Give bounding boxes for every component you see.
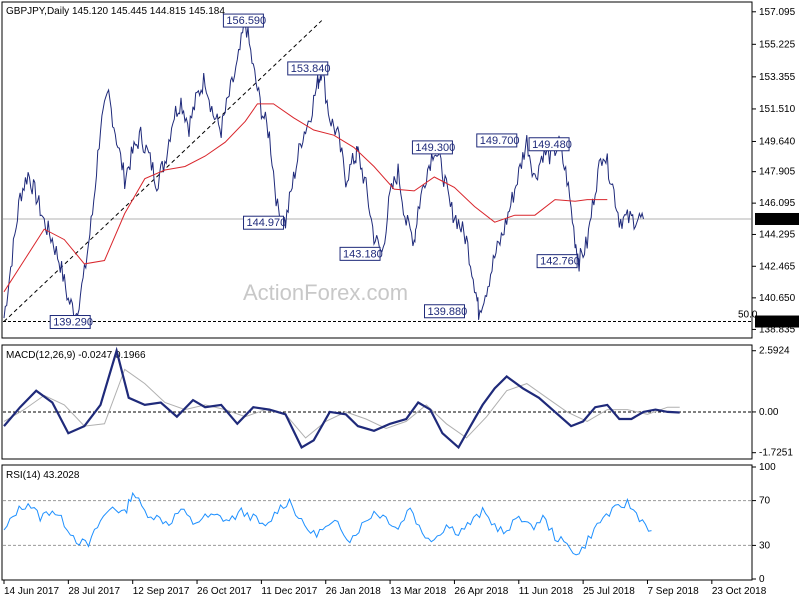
- price-y-tick-label: 151.510: [759, 104, 796, 115]
- support-price-text: 139.290: [759, 318, 796, 329]
- x-tick-label: 28 Jul 2017: [68, 586, 120, 597]
- price-annotation-box: [287, 61, 329, 76]
- price-annotation-box: [411, 140, 453, 155]
- rsi-y-tick-label: 30: [759, 540, 771, 551]
- x-tick-label: 23 Oct 2018: [712, 586, 767, 597]
- price-annotation-box: [528, 137, 570, 152]
- price-layer: 157.095 155.225 153.355 151.510 149.640 147.9…: [3, 7, 799, 335]
- price-annotation-box: [476, 133, 518, 148]
- price-annotation-label: 143.180: [343, 248, 383, 260]
- x-tick-label: 13 Mar 2018: [390, 586, 447, 597]
- x-tick-label: 26 Jan 2018: [326, 586, 381, 597]
- macd-y-tick-label: 2.5924: [759, 346, 790, 357]
- rsi-y-tick-label: 100: [759, 462, 776, 473]
- price-y-tick-label: 157.095: [759, 7, 796, 18]
- rsi-layer: 100 70 30 0: [3, 462, 776, 585]
- price-y-tick-label: 147.905: [759, 167, 796, 178]
- moving-average-line: [3, 103, 608, 293]
- x-tick-label: 26 Oct 2017: [197, 586, 252, 597]
- fib-level-label: 50.0: [738, 310, 758, 321]
- macd-line: [3, 346, 680, 450]
- price-y-tick-label: 149.640: [759, 136, 796, 147]
- price-panel-frame: [1, 1, 753, 339]
- price-y-tick-label: 140.650: [759, 293, 796, 304]
- price-annotation-label: 142.760: [540, 256, 580, 268]
- x-tick-label: 25 Jul 2018: [583, 586, 635, 597]
- rsi-y-tick-label: 70: [759, 496, 771, 507]
- price-annotation-label: 149.480: [532, 139, 572, 151]
- price-annotation-box: [536, 254, 578, 269]
- price-y-tick-label: 146.095: [759, 198, 796, 209]
- x-tick-label: 12 Sep 2017: [133, 586, 190, 597]
- price-annotation-box: [424, 304, 465, 319]
- macd-panel-frame: [1, 344, 753, 460]
- price-y-tick-label: 138.835: [759, 324, 796, 335]
- rsi-y-tick-label: 0: [759, 574, 765, 585]
- price-annotation-box: [49, 315, 91, 330]
- price-annotation-label: 139.290: [53, 317, 93, 329]
- price-annotation-label: 144.970: [247, 217, 287, 229]
- price-annotation-label: 139.880: [428, 306, 468, 318]
- price-annotation-box: [243, 215, 285, 230]
- x-tick-label: 14 Jun 2017: [4, 586, 59, 597]
- price-annotation-box: [339, 246, 381, 261]
- x-tick-label: 11 Jun 2018: [519, 586, 574, 597]
- rsi-line: [3, 491, 652, 556]
- price-annotation-label: 149.700: [480, 135, 520, 147]
- price-annotation-label: 153.840: [291, 63, 331, 75]
- price-annotation-box: [222, 13, 264, 28]
- price-series-line: [3, 20, 644, 320]
- price-title: GBPJPY,Daily 145.120 145.445 144.815 145…: [6, 6, 225, 17]
- price-annotation-label: 156.590: [226, 15, 266, 27]
- price-y-tick-label: 144.295: [759, 229, 796, 240]
- x-tick-label: 26 Apr 2018: [454, 586, 508, 597]
- watermark: ActionForex.com: [243, 280, 408, 305]
- x-axis: 14 Jun 2017 28 Jul 2017 12 Sep 2017 26 Oct …: [3, 580, 767, 597]
- price-y-tick-label: 142.465: [759, 261, 796, 272]
- x-tick-label: 11 Dec 2017: [261, 586, 317, 597]
- macd-y-tick-label: -1.7251: [759, 448, 793, 459]
- x-tick-label: 7 Sep 2018: [647, 586, 699, 597]
- macd-layer: 2.5924 0.00 -1.7251: [3, 346, 793, 459]
- support-price-badge: [755, 315, 799, 328]
- macd-signal-line: [3, 368, 680, 439]
- price-y-tick-label: 153.355: [759, 72, 796, 83]
- price-annotation-label: 149.300: [415, 142, 455, 154]
- macd-title: MACD(12,26,9) -0.0247 0.1966: [6, 350, 146, 361]
- rsi-panel-frame: [1, 464, 753, 581]
- price-y-tick-label: 155.225: [759, 39, 796, 50]
- current-price-badge: [755, 212, 799, 225]
- current-price-text: 145.184: [759, 215, 796, 226]
- rsi-title: RSI(14) 43.2028: [6, 470, 80, 481]
- macd-y-tick-label: 0.00: [759, 407, 779, 418]
